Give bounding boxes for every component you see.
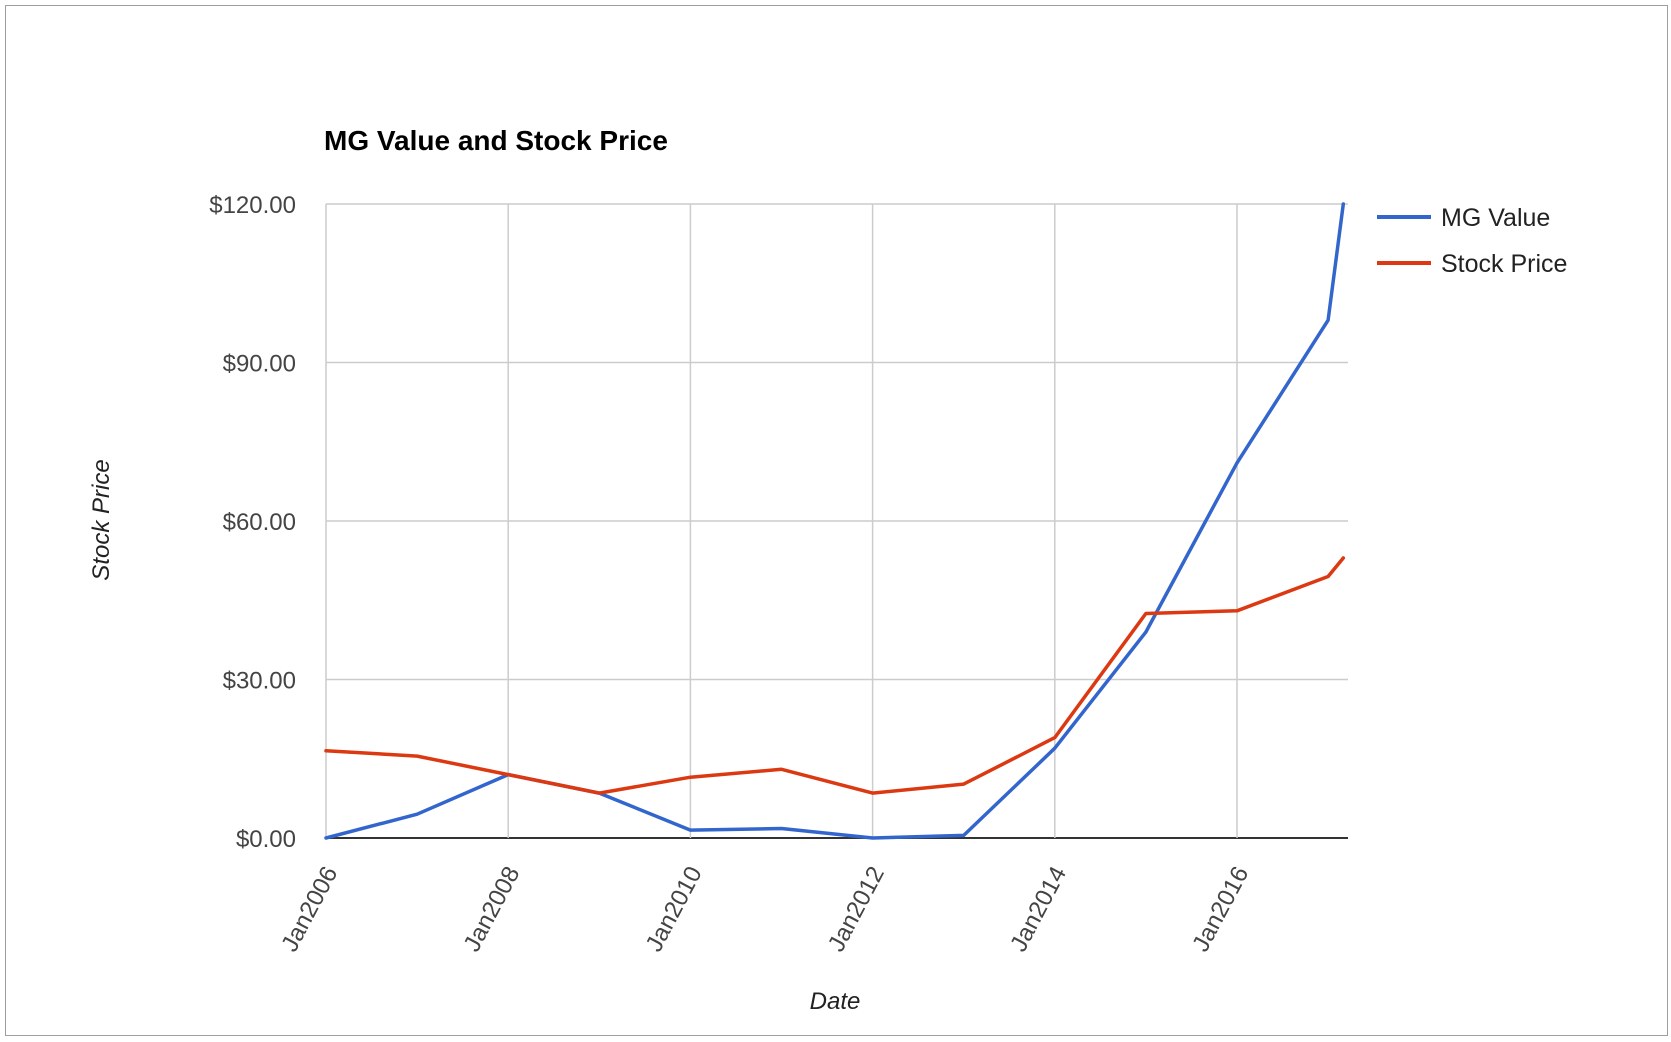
- series-lines: [324, 202, 1346, 840]
- chart-title: MG Value and Stock Price: [324, 125, 668, 156]
- legend-label-mg-value: MG Value: [1441, 204, 1550, 232]
- x-tick-label: Jan2010: [641, 862, 708, 956]
- y-axis-title: Stock Price: [88, 459, 115, 580]
- x-axis-ticks: Jan2006 Jan2008 Jan2010 Jan2012 Jan2014 Jan20…: [276, 862, 1254, 956]
- x-tick-label: Jan2016: [1187, 862, 1254, 956]
- x-axis-title: Date: [810, 988, 861, 1015]
- series-line-stock-price: [324, 556, 1346, 795]
- legend-label-stock-price: Stock Price: [1441, 250, 1567, 278]
- y-tick-label: $0.00: [236, 826, 296, 853]
- x-tick-label: Jan2006: [276, 862, 343, 956]
- y-tick-label: $30.00: [223, 668, 296, 695]
- legend: MG Value Stock Price: [1377, 204, 1567, 278]
- grid-lines: [325, 203, 1348, 839]
- y-tick-label: $60.00: [223, 509, 296, 536]
- y-tick-label: $90.00: [223, 351, 296, 378]
- x-tick-label: Jan2008: [458, 862, 525, 956]
- x-tick-label: Jan2012: [823, 862, 890, 956]
- y-tick-label: $120.00: [209, 192, 296, 219]
- y-axis-ticks: $0.00 $30.00 $60.00 $90.00 $120.00: [209, 192, 296, 853]
- x-tick-label: Jan2014: [1005, 862, 1072, 956]
